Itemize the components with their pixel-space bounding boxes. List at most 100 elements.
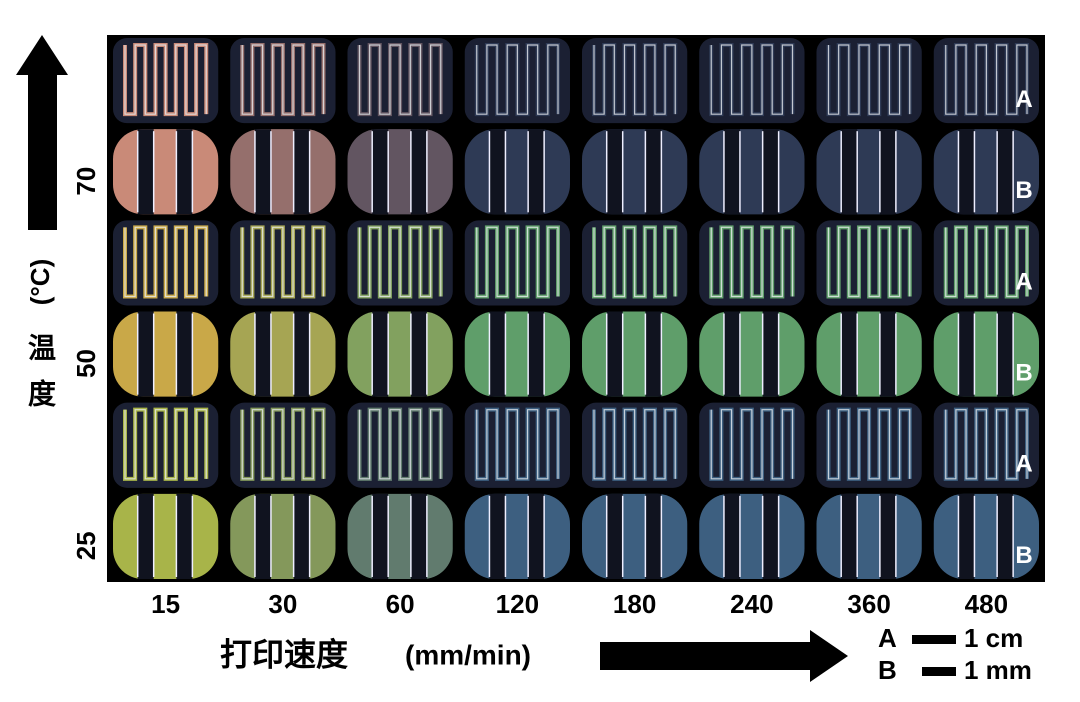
tile-bg — [816, 493, 922, 579]
serpentine-edge — [827, 409, 911, 480]
gap — [879, 129, 896, 215]
sample-tile — [699, 402, 805, 488]
gap — [997, 129, 1014, 215]
tile-bg — [230, 129, 336, 215]
sample-tile — [582, 38, 688, 124]
sample-tile — [933, 311, 1039, 397]
temperature-label: 70 — [71, 167, 101, 196]
sample-tile — [113, 220, 219, 306]
gap — [762, 493, 779, 579]
serpentine-edge — [476, 226, 559, 298]
gap — [176, 129, 193, 215]
gap — [958, 129, 975, 215]
sample-tile — [933, 220, 1039, 306]
tile-bg — [582, 493, 688, 579]
gap — [137, 493, 154, 579]
gap — [645, 129, 662, 215]
gap — [606, 311, 623, 397]
sample-tile — [816, 220, 922, 306]
speed-label: 15 — [151, 589, 180, 619]
gap — [841, 129, 858, 215]
serpentine-edge — [710, 44, 794, 115]
sample-tile — [347, 311, 453, 397]
gap — [489, 311, 506, 397]
gap — [137, 311, 154, 397]
gap — [879, 311, 896, 397]
serpentine-edge — [241, 226, 325, 298]
speed-label: 360 — [847, 589, 890, 619]
gap — [293, 129, 310, 215]
gap — [528, 311, 545, 397]
sample-tile — [230, 402, 336, 488]
serpentine-edge — [358, 409, 442, 480]
speed-label: 120 — [496, 589, 539, 619]
gap — [723, 311, 740, 397]
sample-tile — [230, 38, 336, 124]
gap — [254, 129, 271, 215]
pattern-label: A — [1015, 268, 1032, 295]
serpentine-edge — [945, 409, 1028, 480]
gap — [372, 129, 389, 215]
sample-tile — [933, 129, 1039, 215]
sample-tile — [816, 129, 922, 215]
serpentine-edge — [476, 44, 559, 115]
tile-bg — [464, 129, 570, 215]
sample-tile — [347, 129, 453, 215]
gap — [606, 129, 623, 215]
temperature-label: 25 — [71, 531, 101, 560]
sample-tile — [464, 38, 570, 124]
sample-tile — [347, 220, 453, 306]
tile-bg — [113, 493, 219, 579]
sample-tile — [699, 311, 805, 397]
scale-bar — [912, 635, 956, 644]
temperature-label: 50 — [71, 349, 101, 378]
y-label-char: 度 — [28, 378, 56, 409]
sample-tile — [113, 38, 219, 124]
gap — [997, 493, 1014, 579]
pattern-label: A — [1015, 86, 1032, 113]
pattern-label: B — [1015, 359, 1032, 386]
serpentine-edge — [358, 226, 442, 298]
sample-tile — [230, 493, 336, 579]
gap — [841, 493, 858, 579]
tile-bg — [816, 129, 922, 215]
gap — [254, 311, 271, 397]
y-label-char: 温 — [28, 332, 56, 363]
sample-tile — [699, 38, 805, 124]
sample-tile — [816, 38, 922, 124]
gap — [762, 129, 779, 215]
scale-length: 1 cm — [964, 623, 1023, 653]
sample-tile — [816, 311, 922, 397]
sample-tile — [933, 402, 1039, 488]
serpentine-edge — [593, 226, 676, 298]
sample-tile — [230, 220, 336, 306]
tile-bg — [347, 129, 453, 215]
gap — [293, 311, 310, 397]
sample-tile — [113, 311, 219, 397]
sample-tile — [230, 311, 336, 397]
serpentine-edge — [124, 44, 207, 115]
sample-tile — [230, 129, 336, 215]
gap — [997, 311, 1014, 397]
pattern-label: B — [1015, 542, 1032, 569]
image-panel — [107, 35, 1045, 582]
y-unit: (°C) — [25, 259, 55, 306]
serpentine-edge — [945, 44, 1028, 115]
tile-bg — [347, 493, 453, 579]
speed-label: 480 — [965, 589, 1008, 619]
gap — [293, 493, 310, 579]
serpentine-edge — [827, 226, 911, 298]
scale-length: 1 mm — [964, 655, 1032, 685]
sample-tile — [699, 493, 805, 579]
gap — [410, 493, 427, 579]
sample-tile — [816, 402, 922, 488]
tile-bg — [699, 311, 805, 397]
sample-tile — [582, 311, 688, 397]
gap — [528, 129, 545, 215]
sample-tile — [464, 402, 570, 488]
gap — [372, 311, 389, 397]
scale-key: A — [878, 623, 897, 653]
sample-tile — [113, 493, 219, 579]
tile-bg — [699, 493, 805, 579]
